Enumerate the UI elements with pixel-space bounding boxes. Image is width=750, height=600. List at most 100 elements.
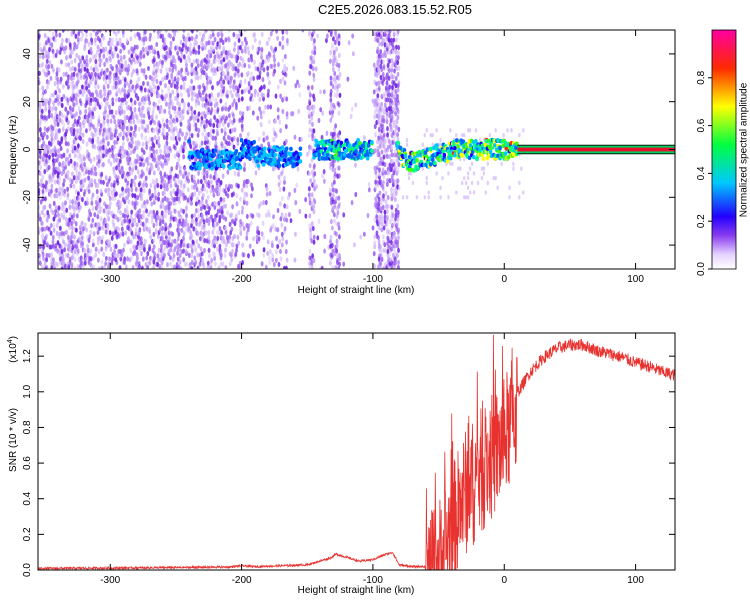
spectrogram-cell bbox=[57, 100, 60, 107]
spectrogram-cell bbox=[240, 48, 244, 54]
spectrogram-cell bbox=[439, 142, 442, 147]
spectrogram-cell bbox=[147, 260, 150, 266]
spectrogram-cell bbox=[73, 266, 77, 269]
spectrogram-cell bbox=[190, 233, 194, 239]
spectrogram-cell bbox=[113, 139, 117, 146]
spectrogram-cell bbox=[114, 253, 118, 259]
spectrogram-cell bbox=[113, 249, 116, 255]
spectrogram-cell bbox=[230, 93, 234, 99]
spectrogram-cell bbox=[135, 259, 139, 265]
spectrogram-cell bbox=[383, 30, 387, 34]
spectrogram-cell bbox=[121, 186, 124, 192]
spectrogram-cell bbox=[309, 178, 313, 184]
spectrogram-cell bbox=[145, 144, 149, 151]
spectrogram-cell bbox=[472, 190, 476, 195]
spectrogram-cell bbox=[425, 180, 428, 186]
spectrogram-cell bbox=[104, 127, 108, 133]
spectrogram-cell bbox=[201, 131, 205, 137]
spectrogram-cell bbox=[311, 225, 315, 232]
spectrogram-cell bbox=[283, 175, 286, 181]
signal-trace-cell bbox=[252, 139, 256, 145]
spectrogram-cell bbox=[385, 72, 389, 78]
spectrogram-cell bbox=[107, 191, 111, 198]
spectrogram-cell bbox=[80, 235, 84, 241]
spectrogram-cell bbox=[75, 100, 79, 106]
spectrogram-cell bbox=[392, 136, 396, 142]
spectrogram-cell bbox=[179, 214, 183, 220]
spectrogram-cell bbox=[125, 114, 129, 121]
spectrogram-cell bbox=[76, 36, 80, 43]
spectrogram-cell bbox=[132, 244, 135, 250]
spectrogram-cell bbox=[236, 140, 240, 146]
spectrogram-cell bbox=[293, 187, 297, 193]
spectrogram-cell bbox=[213, 204, 217, 210]
spectrogram-cell bbox=[89, 57, 93, 63]
spectrogram-cell bbox=[309, 55, 313, 61]
spectrogram-cell bbox=[51, 239, 55, 245]
spectrogram-cell bbox=[166, 239, 169, 245]
spectrogram-cell bbox=[54, 32, 58, 38]
spectrogram-cell bbox=[175, 117, 179, 123]
spectrogram-cell bbox=[156, 182, 160, 189]
spectrogram-cell bbox=[378, 160, 382, 166]
spectrogram-cell bbox=[155, 210, 159, 216]
spectrogram-cell bbox=[168, 242, 171, 248]
spectrogram-cell bbox=[239, 79, 243, 85]
spectrogram-cell bbox=[172, 131, 175, 137]
spectrogram-cell bbox=[143, 87, 147, 93]
spectrogram-cell bbox=[108, 239, 111, 245]
spectrogram-cell bbox=[40, 220, 44, 226]
spectrogram-cell bbox=[221, 143, 225, 149]
signal-trace-cell bbox=[456, 144, 460, 149]
spectrogram-cell bbox=[264, 59, 267, 65]
spectrogram-cell bbox=[150, 218, 154, 224]
spectrogram-cell bbox=[94, 79, 98, 86]
spectrogram-cell bbox=[268, 249, 272, 255]
spectrogram-cell bbox=[97, 248, 101, 255]
spectrogram-cell bbox=[390, 222, 394, 229]
spectrogram-cell bbox=[317, 218, 321, 224]
spectrogram-cell bbox=[89, 46, 93, 52]
spectrogram-cell bbox=[110, 260, 114, 266]
spectrogram-cell bbox=[72, 212, 76, 218]
spectrogram-cell bbox=[466, 128, 470, 133]
spectrogram-cell bbox=[176, 256, 180, 262]
spectrogram-cell bbox=[194, 157, 198, 163]
spectrogram-cell bbox=[140, 240, 143, 246]
signal-trace-cell bbox=[280, 154, 285, 159]
spectrogram-cell bbox=[281, 35, 285, 41]
spectrogram-cell bbox=[196, 195, 200, 201]
spectrogram-cell bbox=[68, 42, 72, 48]
spectrogram-cell bbox=[99, 101, 103, 108]
spectrogram-cell bbox=[42, 255, 45, 262]
spectrogram-cell bbox=[157, 61, 160, 67]
spectrogram-cell bbox=[47, 63, 51, 70]
spectrogram-cell bbox=[197, 111, 201, 117]
spectrogram-cell bbox=[178, 128, 182, 134]
spectrogram-cell bbox=[67, 160, 71, 166]
spectrogram-cell bbox=[337, 165, 341, 171]
spectrogram-cell bbox=[131, 114, 135, 120]
spectrogram-cell bbox=[165, 50, 169, 56]
spectrogram-cell bbox=[275, 30, 278, 34]
spectrogram-cell bbox=[377, 239, 381, 245]
spectrogram-cell bbox=[231, 242, 234, 248]
spectrogram-cell bbox=[333, 92, 337, 98]
spectrogram-cell bbox=[322, 89, 326, 95]
spectrogram-cell bbox=[125, 150, 129, 156]
spectrogram-cell bbox=[190, 259, 194, 265]
spectrogram-cell bbox=[164, 55, 168, 61]
spectrogram-cell bbox=[389, 105, 393, 111]
spectrogram-cell bbox=[196, 132, 200, 138]
spectrogram-cell bbox=[210, 92, 213, 98]
spectrogram-cell bbox=[333, 131, 336, 137]
spectrogram-cell bbox=[189, 42, 192, 48]
spectrogram-cell bbox=[240, 221, 244, 227]
spectrogram-cell bbox=[105, 227, 109, 233]
spectrogram-cell bbox=[80, 162, 84, 168]
spectrogram-cell bbox=[122, 130, 126, 136]
spectrogram-cell bbox=[389, 30, 393, 33]
spectrogram-cell bbox=[144, 94, 147, 100]
spectrogram-cell bbox=[182, 81, 186, 87]
spectrogram-cell bbox=[328, 58, 332, 64]
